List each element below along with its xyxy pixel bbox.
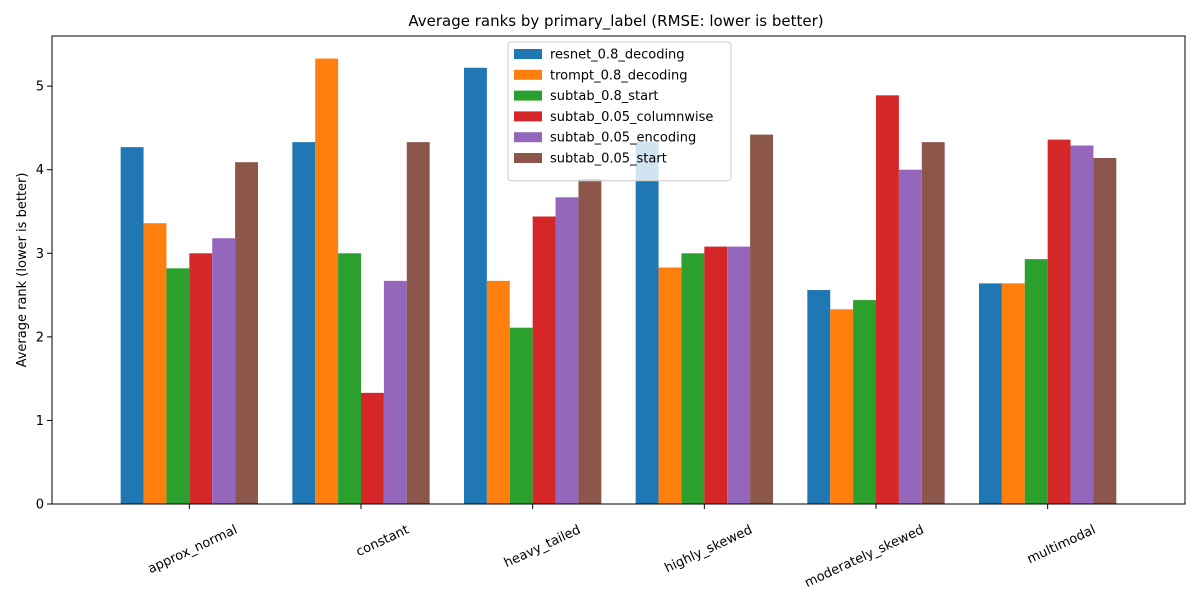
bar-subtab_0.05_encoding-heavy_tailed bbox=[555, 197, 579, 505]
bar-subtab_0.05_start-heavy_tailed bbox=[578, 178, 602, 504]
bar-trompt_0.8_decoding-multimodal bbox=[1001, 283, 1025, 504]
bar-subtab_0.05_encoding-approx_normal bbox=[212, 238, 236, 504]
bar-subtab_0.05_start-multimodal bbox=[1093, 158, 1117, 504]
legend-swatch bbox=[514, 69, 542, 80]
bar-subtab_0.05_start-constant bbox=[406, 142, 430, 504]
legend-label: subtab_0.05_columnwise bbox=[550, 110, 713, 125]
bar-subtab_0.05_start-highly_skewed bbox=[750, 134, 773, 504]
bar-resnet_0.8_decoding-highly_skewed bbox=[635, 142, 659, 504]
x-tick-label: approx_normal bbox=[146, 523, 240, 578]
y-axis-ticks: 0 1 2 3 4 5 bbox=[36, 80, 52, 513]
y-axis-label: Average rank (lower is better) bbox=[15, 173, 30, 368]
bar-subtab_0.05_columnwise-highly_skewed bbox=[704, 246, 728, 504]
chart-title: Average ranks by primary_label (RMSE: lo… bbox=[408, 12, 823, 31]
bar-subtab_0.05_columnwise-constant bbox=[361, 392, 384, 504]
y-tick-label: 3 bbox=[36, 247, 44, 262]
legend-label: subtab_0.8_start bbox=[550, 89, 659, 104]
bar-subtab_0.05_columnwise-multimodal bbox=[1047, 139, 1071, 504]
bar-trompt_0.8_decoding-approx_normal bbox=[143, 223, 167, 504]
bar-resnet_0.8_decoding-approx_normal bbox=[120, 147, 144, 504]
x-tick-label: constant bbox=[354, 523, 412, 560]
legend-swatch bbox=[514, 153, 542, 163]
y-tick-label: 5 bbox=[36, 80, 44, 95]
bar-subtab_0.05_columnwise-moderately_skewed bbox=[876, 95, 899, 504]
legend-swatch bbox=[514, 49, 542, 59]
bar-subtab_0.05_encoding-constant bbox=[383, 280, 407, 504]
bars-layer bbox=[120, 58, 1117, 505]
bar-trompt_0.8_decoding-highly_skewed bbox=[658, 267, 682, 504]
bar-resnet_0.8_decoding-heavy_tailed bbox=[464, 67, 487, 504]
bar-subtab_0.8_start-multimodal bbox=[1024, 259, 1048, 504]
x-tick-label: multimodal bbox=[1025, 523, 1098, 568]
plot-frame bbox=[51, 35, 1186, 505]
bar-resnet_0.8_decoding-multimodal bbox=[979, 283, 1002, 504]
legend-swatch bbox=[514, 111, 542, 122]
bar-trompt_0.8_decoding-heavy_tailed bbox=[486, 280, 510, 504]
legend-swatch bbox=[514, 132, 542, 143]
legend-label: trompt_0.8_decoding bbox=[550, 68, 688, 83]
y-tick-label: 1 bbox=[36, 414, 44, 429]
bar-subtab_0.8_start-approx_normal bbox=[166, 268, 190, 504]
bar-subtab_0.05_start-moderately_skewed bbox=[921, 142, 945, 504]
x-tick-label: highly_skewed bbox=[662, 523, 754, 577]
bar-subtab_0.8_start-constant bbox=[338, 253, 361, 504]
legend-swatch bbox=[514, 90, 542, 101]
x-tick-label: moderately_skewed bbox=[802, 523, 926, 591]
legend-box bbox=[507, 41, 732, 182]
y-tick-label: 0 bbox=[36, 498, 44, 513]
bar-subtab_0.05_encoding-multimodal bbox=[1070, 145, 1094, 504]
legend-label: subtab_0.05_encoding bbox=[550, 131, 696, 146]
legend-label: subtab_0.05_start bbox=[550, 152, 667, 167]
bar-subtab_0.05_columnwise-heavy_tailed bbox=[532, 216, 556, 504]
bar-subtab_0.8_start-moderately_skewed bbox=[853, 300, 876, 504]
bar-resnet_0.8_decoding-moderately_skewed bbox=[807, 290, 831, 504]
x-tick-label: heavy_tailed bbox=[502, 523, 583, 572]
legend-label: resnet_0.8_decoding bbox=[550, 48, 685, 63]
y-tick-label: 2 bbox=[36, 330, 44, 345]
bar-subtab_0.8_start-heavy_tailed bbox=[509, 327, 533, 504]
x-axis-ticks: approx_normal constant heavy_tailed highly_… bbox=[146, 504, 1098, 591]
bar-subtab_0.05_encoding-highly_skewed bbox=[727, 246, 751, 504]
legend: resnet_0.8_decoding trompt_0.8_decodingsu… bbox=[507, 41, 732, 182]
bar-trompt_0.8_decoding-constant bbox=[315, 58, 339, 505]
y-tick-label: 4 bbox=[36, 163, 44, 178]
bar-resnet_0.8_decoding-constant bbox=[292, 142, 316, 504]
bar-trompt_0.8_decoding-moderately_skewed bbox=[830, 309, 854, 504]
bar-subtab_0.8_start-highly_skewed bbox=[681, 253, 705, 504]
bar-subtab_0.05_columnwise-approx_normal bbox=[189, 253, 213, 504]
bar-subtab_0.05_encoding-moderately_skewed bbox=[898, 169, 922, 504]
bar-subtab_0.05_start-approx_normal bbox=[235, 162, 258, 504]
